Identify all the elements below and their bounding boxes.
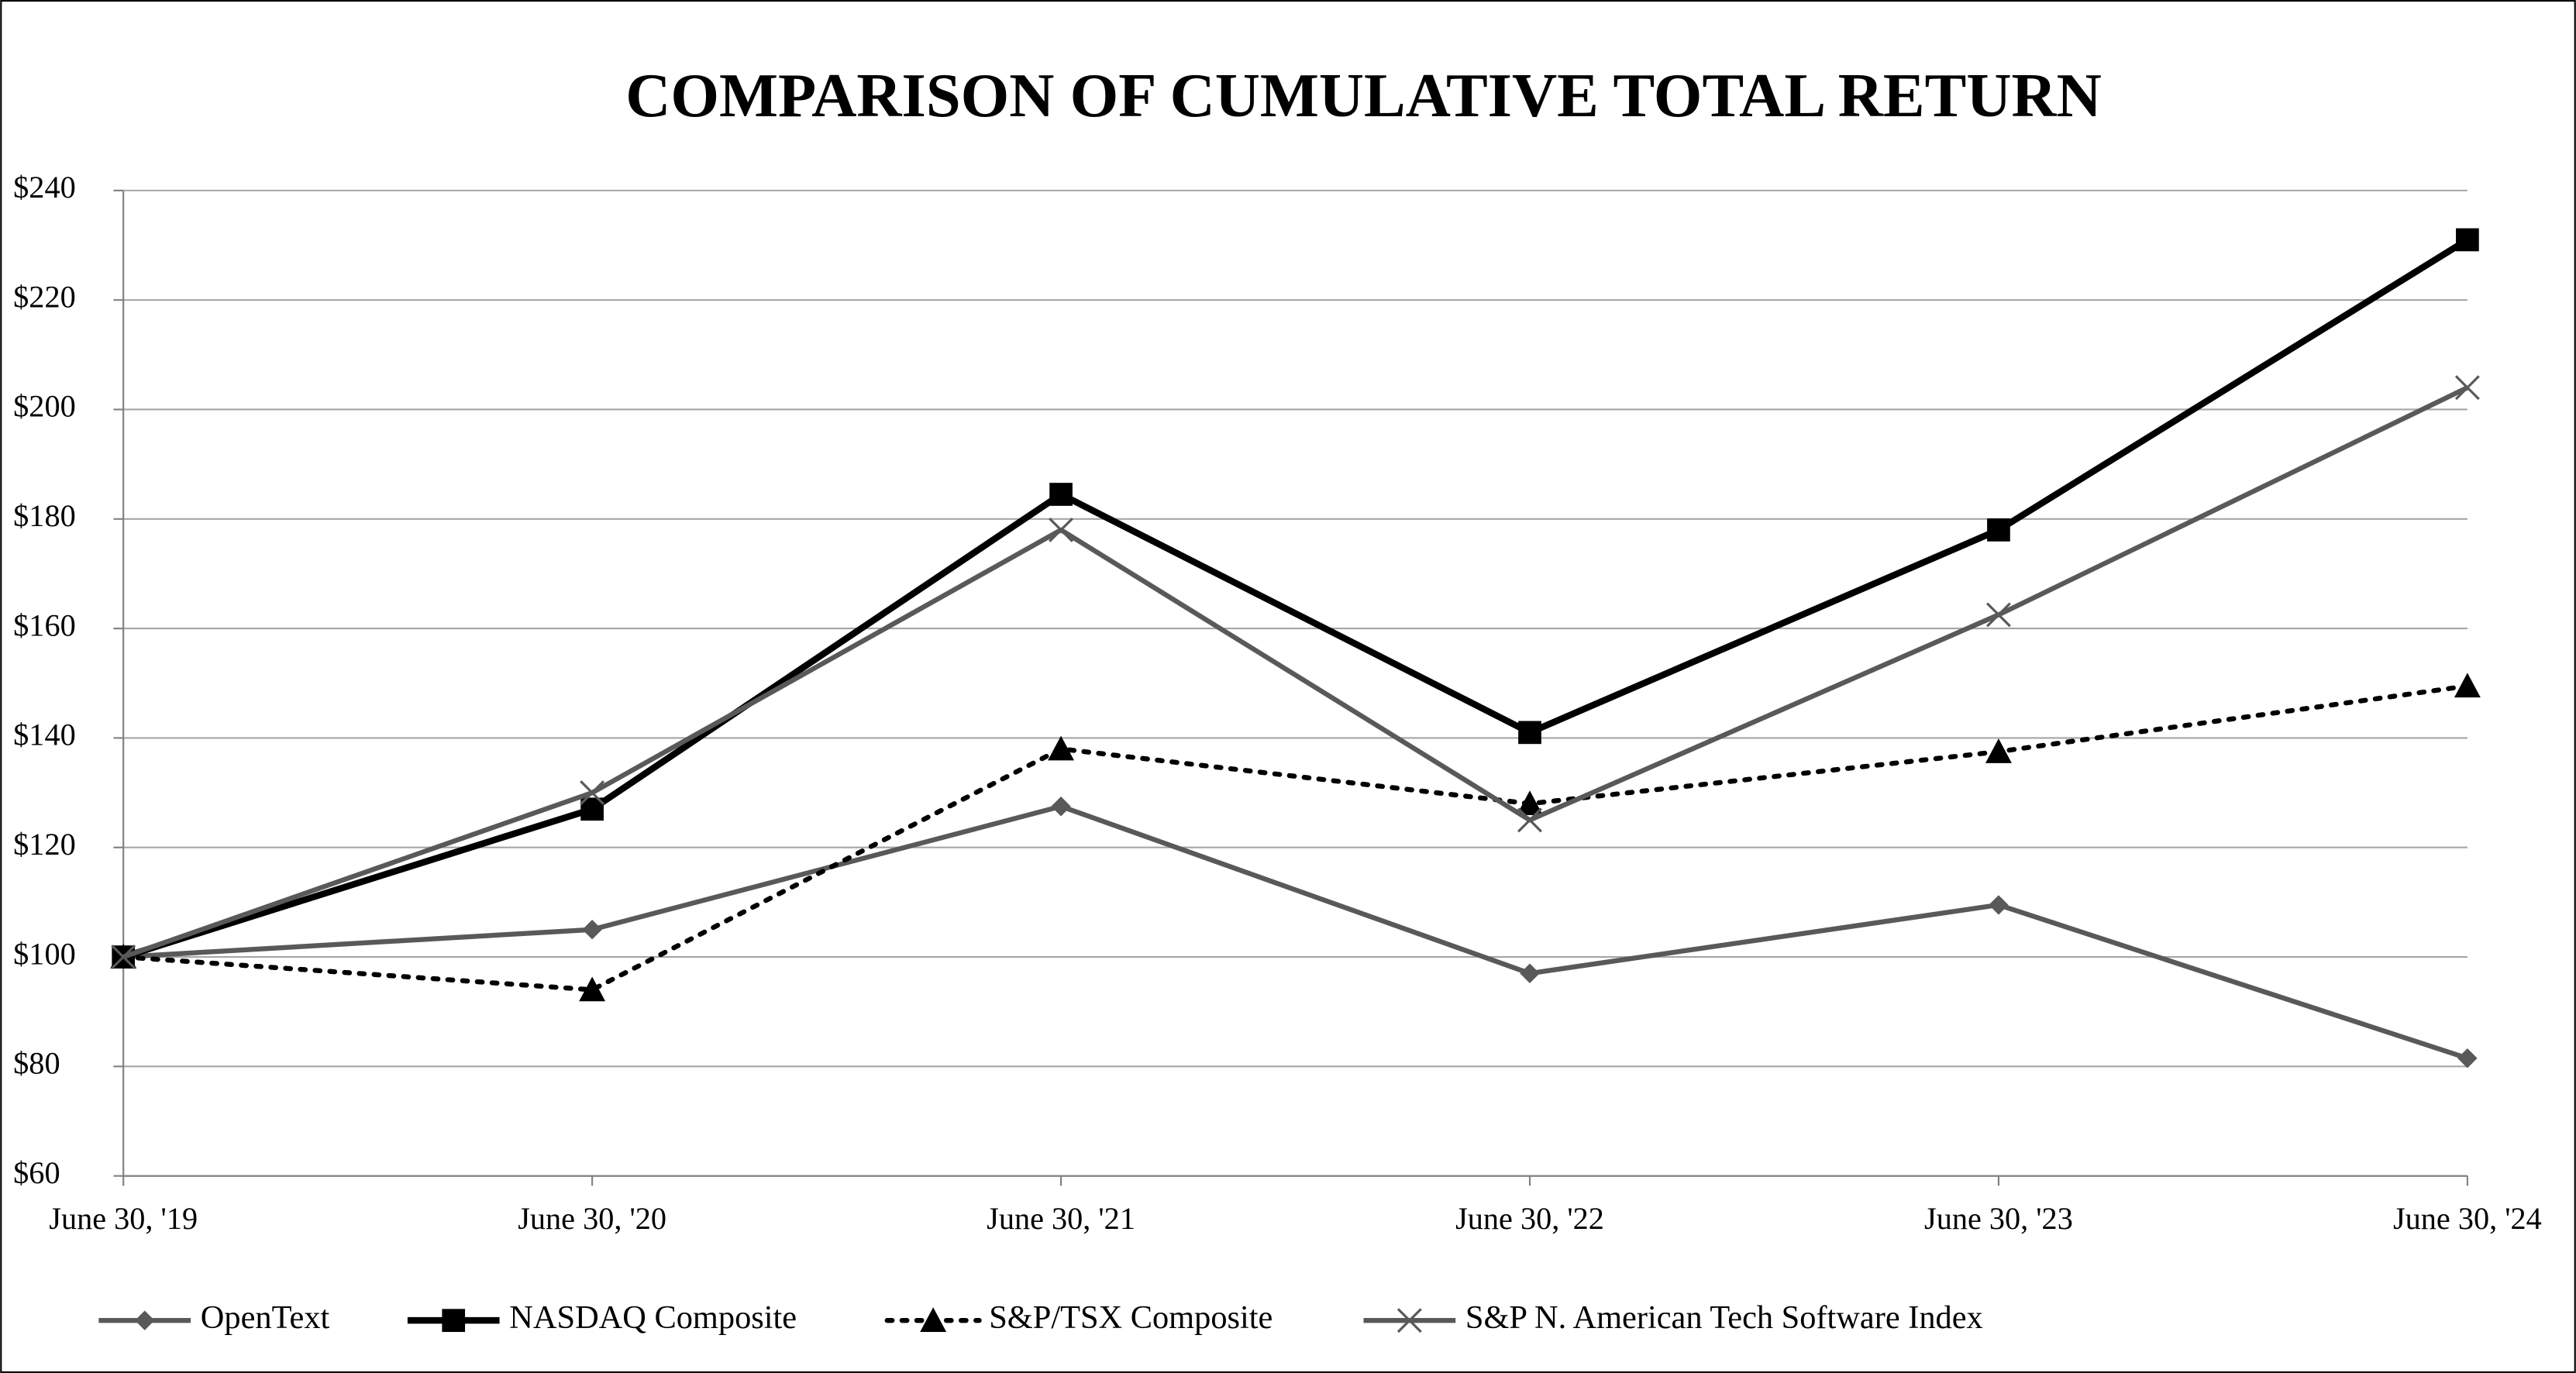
x-tick-label: June 30, '22 (1455, 1201, 1604, 1236)
marker (1985, 602, 2011, 628)
legend-item: S&P/TSX Composite (884, 1299, 1273, 1336)
legend-label: S&P N. American Tech Software Index (1465, 1299, 1983, 1336)
y-tick-label: $80 (13, 1046, 60, 1081)
y-tick-label: $200 (13, 389, 76, 424)
marker (1049, 483, 1073, 506)
y-tick-label: $140 (13, 717, 76, 752)
legend-label: S&P/TSX Composite (989, 1299, 1273, 1336)
marker (1396, 1308, 1422, 1333)
series-line (122, 236, 2470, 961)
marker (1517, 807, 1542, 833)
y-tick-label: $120 (13, 827, 76, 862)
marker (1520, 963, 1540, 983)
marker (2456, 228, 2479, 252)
marker (1517, 790, 1543, 816)
legend-label: OpenText (201, 1299, 330, 1336)
series-line (123, 803, 2468, 1061)
legend-item: S&P N. American Tech Software Index (1363, 1299, 1983, 1336)
marker (135, 1310, 155, 1330)
marker (579, 976, 606, 1002)
legend-label: NASDAQ Composite (509, 1299, 797, 1336)
legend-item: OpenText (98, 1299, 330, 1336)
marker (1989, 895, 2009, 915)
x-tick-label: June 30, '20 (518, 1201, 666, 1236)
y-tick-label: $180 (13, 498, 76, 533)
marker (1518, 721, 1541, 745)
marker (1987, 518, 2010, 542)
marker (2454, 673, 2481, 698)
y-tick-label: $160 (13, 607, 76, 642)
y-tick-label: $60 (13, 1155, 60, 1190)
marker (1048, 735, 1075, 761)
x-tick-label: June 30, '23 (1924, 1201, 2073, 1236)
chart-title: COMPARISON OF CUMULATIVE TOTAL RETURN (625, 61, 2102, 130)
series-line (122, 385, 2469, 960)
legend-item: NASDAQ Composite (407, 1299, 797, 1336)
x-tick-label: June 30, '19 (49, 1201, 198, 1236)
marker (1051, 797, 1071, 817)
marker (2457, 1048, 2478, 1068)
y-tick-label: $100 (13, 936, 76, 971)
marker (1985, 738, 2012, 763)
x-tick-label: June 30, '24 (2393, 1201, 2542, 1236)
series (111, 375, 2480, 969)
y-tick-label: $240 (13, 170, 76, 205)
marker (442, 1309, 466, 1333)
marker (920, 1307, 947, 1333)
marker (2454, 375, 2480, 401)
series-line (121, 683, 2471, 993)
marker (580, 780, 605, 806)
marker (111, 945, 136, 969)
y-tick-label: $220 (13, 279, 76, 314)
x-tick-label: June 30, '21 (987, 1201, 1135, 1236)
marker (1049, 517, 1074, 542)
